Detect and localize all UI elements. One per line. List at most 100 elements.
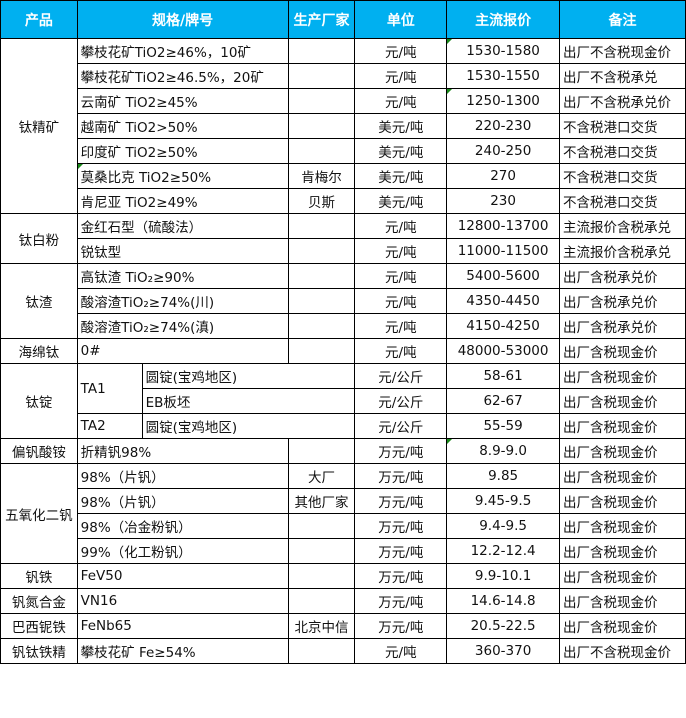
spec-cell: 云南矿 TiO2≥45%	[76, 88, 289, 114]
price-cell-text: 4350-4450	[466, 293, 540, 309]
note-cell: 出厂含税现金价	[559, 438, 686, 464]
price-cell: 1250-1300	[446, 88, 561, 114]
spec-cell: VN16	[76, 588, 289, 614]
producer-cell: 肯梅尔	[287, 163, 356, 189]
producer-cell	[287, 88, 356, 114]
spec-cell: 0#	[76, 338, 289, 364]
note-cell-text: 出厂含税现金价	[563, 370, 658, 386]
spec-cell: 印度矿 TiO2≥50%	[76, 138, 289, 164]
price-cell: 11000-11500	[446, 238, 561, 264]
spec-cell-text: 莫桑比克 TiO2≥50%	[80, 170, 212, 186]
table-row: 肯尼亚 TiO2≥49% 贝斯 美元/吨 230 不含税港口交货	[1, 188, 686, 214]
unit-cell: 元/吨	[354, 263, 448, 289]
product-cell-text: 钒氮合金	[11, 595, 66, 611]
product-cell: 巴西铌铁	[0, 613, 78, 639]
price-cell-text: 270	[490, 168, 516, 184]
price-cell: 9.45-9.5	[446, 488, 561, 514]
note-cell: 出厂含税现金价	[559, 588, 686, 614]
price-cell: 20.5-22.5	[446, 613, 561, 639]
note-cell-text: 出厂含税现金价	[563, 570, 658, 586]
product-cell: 钛渣	[0, 263, 78, 339]
table-row: 海绵钛 0# 元/吨 48000-53000 出厂含税现金价	[0, 338, 686, 364]
producer-cell	[287, 588, 356, 614]
note-cell: 出厂含税承兑价	[559, 288, 686, 314]
price-cell: 9.9-10.1	[446, 563, 561, 589]
grade-cell-text: TA2	[80, 418, 106, 434]
note-cell-text: 不含税港口交货	[563, 145, 658, 161]
unit-cell-text: 美元/吨	[378, 120, 424, 136]
note-cell: 不含税港口交货	[559, 163, 686, 189]
spec-cell: 高钛渣 TiO₂≥90%	[76, 263, 289, 289]
comment-marker-icon	[447, 89, 453, 94]
unit-cell-text: 万元/吨	[378, 495, 424, 511]
price-cell-text: 14.6-14.8	[470, 593, 536, 609]
producer-cell	[287, 288, 356, 314]
price-cell-text: 220-230	[474, 118, 532, 134]
unit-cell: 元/吨	[354, 38, 448, 64]
price-cell: 14.6-14.8	[446, 588, 561, 614]
producer-cell	[287, 638, 356, 664]
spec-cell-text: 攀枝花矿TiO2≥46.5%，20矿	[80, 70, 264, 86]
spec-cell: 攀枝花矿 Fe≥54%	[76, 638, 289, 664]
spec-cell: 酸溶渣TiO₂≥74%(川)	[76, 288, 289, 314]
table-row: EB板坯 元/公斤 62-67 出厂含税现金价	[1, 388, 686, 414]
unit-cell-text: 元/吨	[385, 295, 417, 311]
price-cell-text: 4150-4250	[466, 318, 540, 334]
price-cell-text: 55-59	[483, 418, 523, 434]
spec-cell: 越南矿 TiO2>50%	[76, 113, 289, 139]
table-row: 云南矿 TiO2≥45% 元/吨 1250-1300 出厂不含税承兑价	[1, 88, 686, 114]
product-cell: 钒氮合金	[0, 588, 78, 614]
table-row: 莫桑比克 TiO2≥50% 肯梅尔 美元/吨 270 不含税港口交货	[1, 163, 686, 189]
note-cell-text: 出厂含税承兑价	[563, 270, 658, 286]
table-row: 钛精矿 攀枝花矿TiO2≥46%，10矿 元/吨 1530-1580 出厂不含税现金价	[0, 38, 686, 214]
note-cell: 出厂含税现金价	[559, 338, 686, 364]
spec-cell-text: 酸溶渣TiO₂≥74%(川)	[80, 295, 215, 311]
note-cell: 出厂含税现金价	[559, 413, 686, 439]
table-row: 巴西铌铁 FeNb65 北京中信 万元/吨 20.5-22.5 出厂含税现金价	[0, 613, 686, 639]
unit-cell-text: 元/吨	[385, 245, 417, 261]
unit-cell-text: 元/吨	[385, 70, 417, 86]
table-row: 钒氮合金 VN16 万元/吨 14.6-14.8 出厂含税现金价	[0, 588, 686, 614]
spec-cell: 98%（片钒）	[76, 463, 289, 489]
note-cell-text: 出厂含税现金价	[563, 420, 658, 436]
product-cell-text: 钒钛铁精	[11, 645, 66, 661]
price-cell-text: 230	[490, 193, 516, 209]
note-cell-text: 出厂含税现金价	[563, 395, 658, 411]
price-cell: 1530-1580	[446, 38, 561, 64]
unit-cell-text: 美元/吨	[378, 195, 424, 211]
spec-cell-text: 云南矿 TiO2≥45%	[80, 95, 198, 111]
price-cell: 270	[446, 163, 561, 189]
spec-cell-text: 印度矿 TiO2≥50%	[80, 145, 198, 161]
note-cell-text: 出厂不含税承兑	[563, 70, 658, 86]
unit-cell-text: 万元/吨	[378, 570, 424, 586]
header-note: 备注	[559, 0, 686, 39]
table-row: 印度矿 TiO2≥50% 美元/吨 240-250 不含税港口交货	[1, 138, 686, 164]
spec-cell-text: EB板坯	[145, 395, 191, 411]
spec-cell: 98%（冶金粉钒）	[76, 513, 289, 539]
spec-cell-text: 高钛渣 TiO₂≥90%	[80, 270, 195, 286]
spec-cell-text: 0#	[80, 343, 101, 359]
spec-cell: 圆锭(宝鸡地区)	[141, 413, 356, 439]
spec-cell: FeV50	[76, 563, 289, 589]
price-cell: 62-67	[446, 388, 561, 414]
table-row: 偏钒酸铵 折精钒98% 万元/吨 8.9-9.0 出厂含税现金价	[0, 438, 686, 464]
producer-cell-text: 大厂	[307, 470, 335, 486]
producer-cell	[287, 38, 356, 64]
price-cell: 48000-53000	[446, 338, 561, 364]
table-row: 锐钛型 元/吨 11000-11500 主流报价含税承兑	[1, 238, 686, 264]
product-cell: 五氧化二钒	[0, 463, 78, 564]
producer-cell	[287, 563, 356, 589]
unit-cell: 万元/吨	[354, 488, 448, 514]
price-cell-text: 240-250	[474, 143, 532, 159]
spec-cell-text: 99%（化工粉钒）	[80, 545, 192, 561]
note-cell: 出厂含税承兑价	[559, 263, 686, 289]
price-cell-text: 12800-13700	[457, 218, 549, 234]
unit-cell: 元/吨	[354, 238, 448, 264]
price-cell-text: 9.85	[488, 468, 519, 484]
product-cell: 海绵钛	[0, 338, 78, 364]
note-cell-text: 出厂含税现金价	[563, 595, 658, 611]
note-cell: 出厂含税现金价	[559, 488, 686, 514]
note-cell-text: 出厂含税现金价	[563, 445, 658, 461]
product-cell: 钛锭	[0, 363, 78, 439]
table-row: 98%（片钒） 其他厂家 万元/吨 9.45-9.5 出厂含税现金价	[1, 488, 686, 514]
